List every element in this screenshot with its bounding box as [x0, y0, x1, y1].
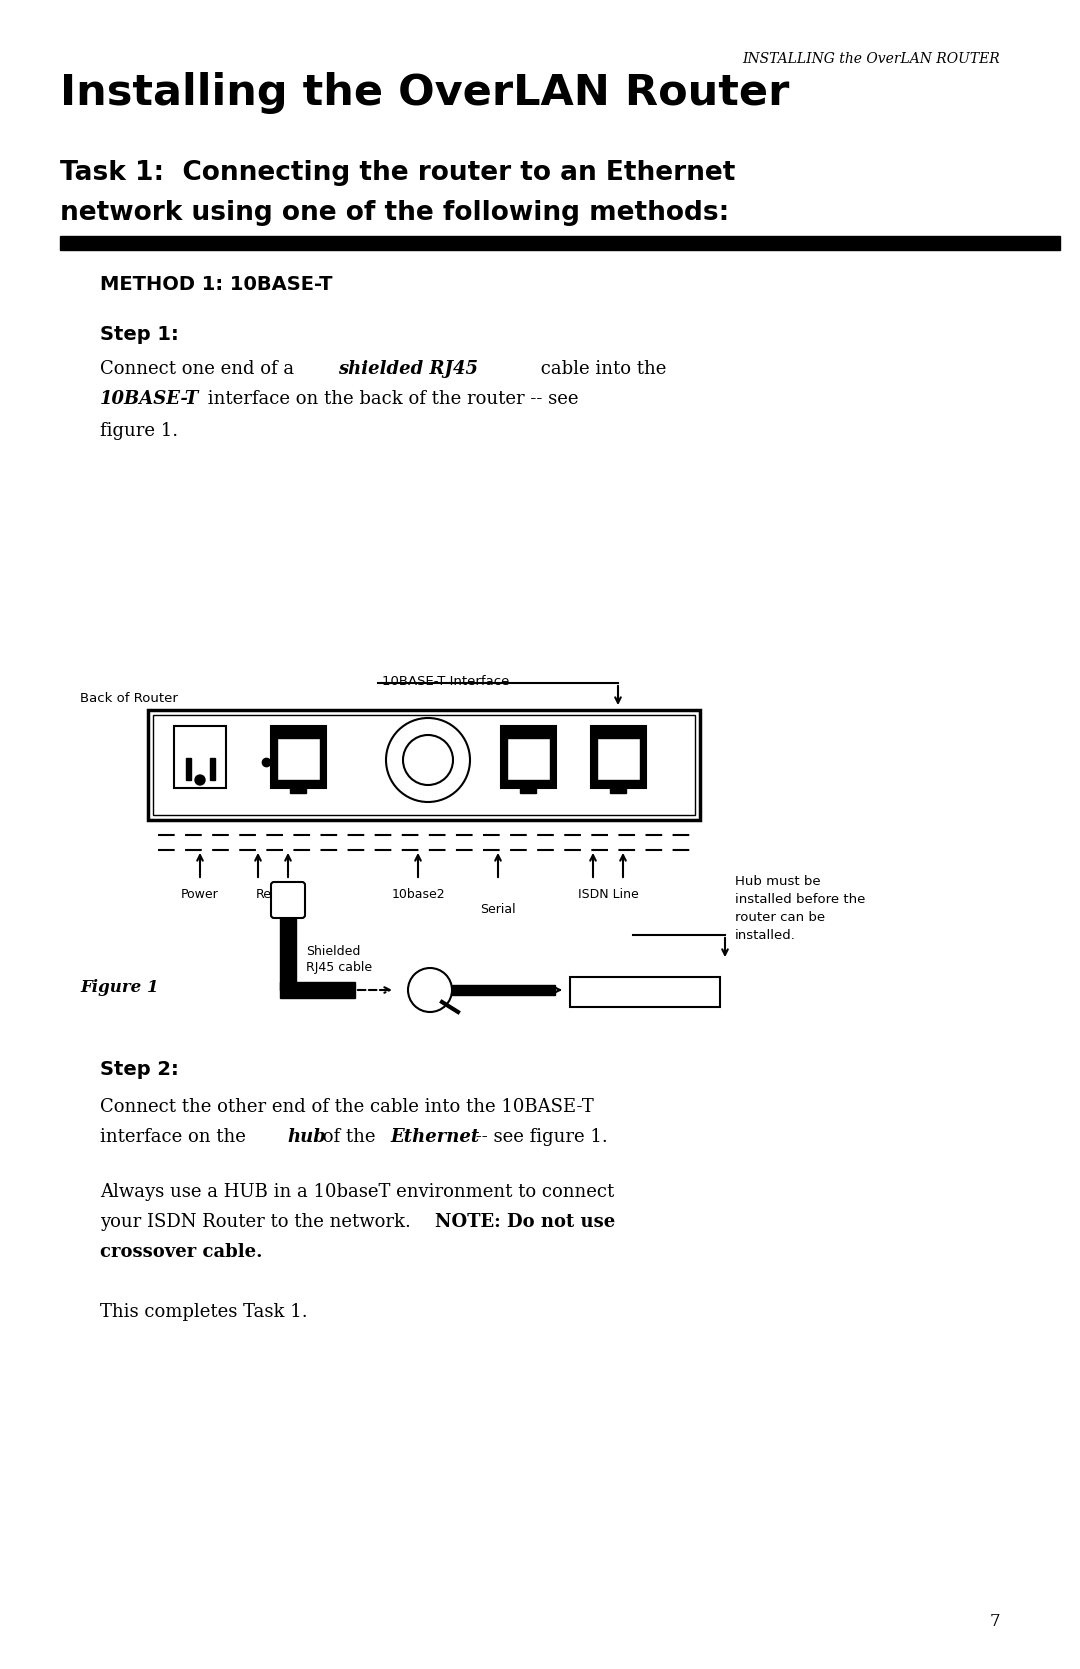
Text: Connect the other end of the cable into the 10BASE-T: Connect the other end of the cable into … — [100, 1098, 594, 1117]
Text: Hub must be
installed before the
router can be
installed.: Hub must be installed before the router … — [735, 875, 865, 941]
Bar — [500, 726, 555, 788]
Circle shape — [403, 734, 453, 784]
Bar — [153, 714, 696, 814]
Text: network using one of the following methods:: network using one of the following metho… — [60, 200, 729, 225]
Bar — [591, 726, 646, 788]
Text: Serial: Serial — [481, 903, 516, 916]
Bar — [210, 758, 215, 779]
Text: cable into the: cable into the — [535, 361, 666, 377]
Bar — [507, 738, 550, 779]
Text: -- see figure 1.: -- see figure 1. — [470, 1128, 608, 1147]
Text: Shielded
RJ45 cable: Shielded RJ45 cable — [306, 945, 373, 975]
Bar — [291, 784, 306, 793]
Text: your ISDN Router to the network.: your ISDN Router to the network. — [100, 1213, 417, 1232]
Circle shape — [408, 968, 453, 1011]
Bar — [174, 726, 226, 788]
Text: 7: 7 — [989, 1612, 1000, 1631]
Text: Step 1:: Step 1: — [100, 325, 179, 344]
Bar — [60, 235, 1059, 250]
Text: Installing the OverLAN Router: Installing the OverLAN Router — [60, 72, 789, 113]
FancyBboxPatch shape — [271, 881, 305, 918]
Text: shielded RJ45: shielded RJ45 — [338, 361, 478, 377]
Text: Figure 1: Figure 1 — [80, 980, 159, 996]
Bar — [280, 981, 355, 998]
Bar — [280, 895, 296, 990]
Text: 10base2: 10base2 — [391, 888, 445, 901]
Text: interface on the: interface on the — [100, 1128, 252, 1147]
Text: INSTALLING the OverLAN ROUTER: INSTALLING the OverLAN ROUTER — [742, 52, 1000, 67]
Text: ISDN Line: ISDN Line — [578, 888, 638, 901]
Bar — [519, 784, 536, 793]
Text: This completes Task 1.: This completes Task 1. — [100, 1303, 308, 1320]
Bar — [270, 726, 325, 788]
Circle shape — [386, 718, 470, 803]
Text: Task 1:  Connecting the router to an Ethernet: Task 1: Connecting the router to an Ethe… — [60, 160, 735, 185]
Text: 10BASE-T: 10BASE-T — [100, 391, 199, 407]
Bar — [570, 976, 720, 1006]
Text: NOTE: Do not use: NOTE: Do not use — [435, 1213, 616, 1232]
Bar — [148, 709, 700, 819]
Bar — [453, 985, 555, 995]
Bar — [186, 758, 190, 779]
Bar — [596, 738, 639, 779]
Bar — [610, 784, 626, 793]
Text: Always use a HUB in a 10baseT environment to connect: Always use a HUB in a 10baseT environmen… — [100, 1183, 615, 1202]
Text: Power: Power — [181, 888, 219, 901]
Text: figure 1.: figure 1. — [100, 422, 178, 441]
Circle shape — [195, 774, 205, 784]
Text: interface on the back of the router -- see: interface on the back of the router -- s… — [202, 391, 579, 407]
Text: Ethernet Hub: Ethernet Hub — [604, 986, 687, 1000]
Text: 10BASE-T Interface: 10BASE-T Interface — [382, 674, 510, 688]
Text: Reset: Reset — [256, 888, 291, 901]
Text: of the: of the — [318, 1128, 381, 1147]
Text: Back of Router: Back of Router — [80, 693, 178, 704]
Text: METHOD 1: 10BASE-T: METHOD 1: 10BASE-T — [100, 275, 333, 294]
Text: Ethernet: Ethernet — [390, 1128, 480, 1147]
Bar — [276, 738, 320, 779]
Text: Step 2:: Step 2: — [100, 1060, 179, 1078]
Text: crossover cable.: crossover cable. — [100, 1243, 262, 1262]
Text: Connect one end of a: Connect one end of a — [100, 361, 300, 377]
Text: hub: hub — [287, 1128, 326, 1147]
